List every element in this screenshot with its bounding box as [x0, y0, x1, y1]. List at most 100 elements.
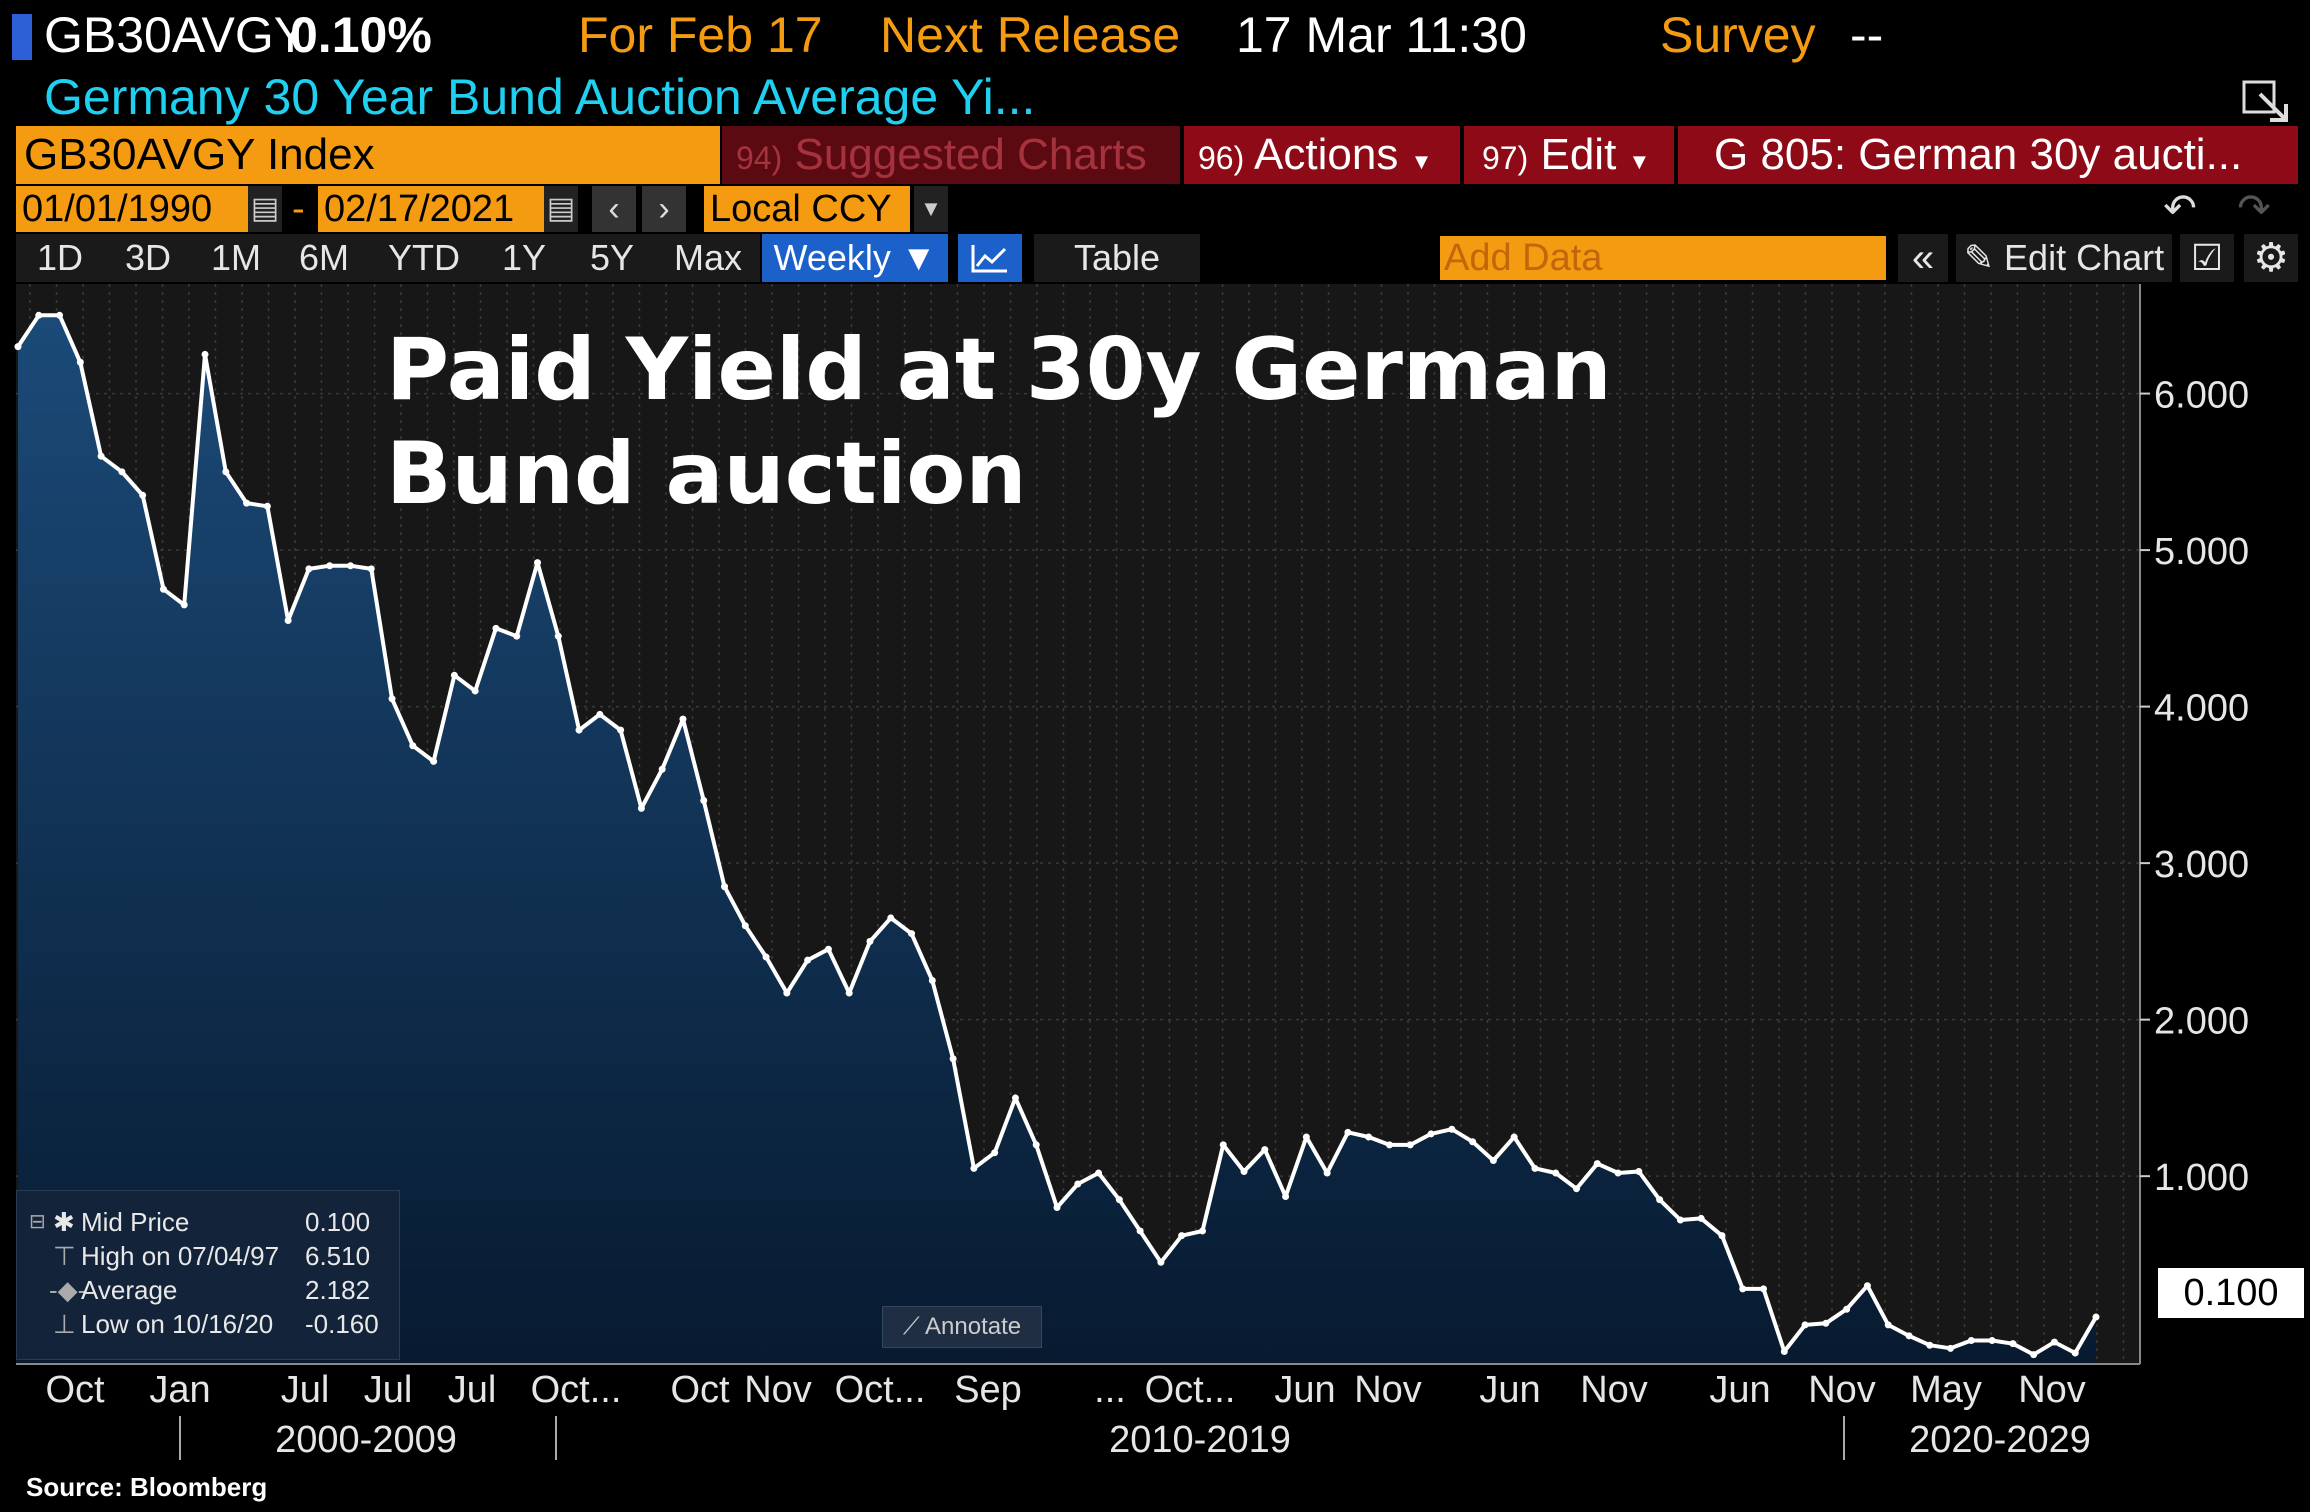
data-point [263, 502, 271, 510]
legend-mid-value: 0.100 [305, 1207, 371, 1237]
period-max[interactable]: Max [656, 234, 760, 282]
edit-chart-button[interactable]: ✎ Edit Chart [1956, 234, 2172, 282]
data-point [97, 452, 105, 460]
x-tick-label: Jul [281, 1369, 330, 1411]
chevron-left-icon[interactable]: ‹ [592, 186, 636, 232]
end-date-input[interactable]: 02/17/2021 [318, 186, 548, 232]
data-point [1344, 1128, 1352, 1136]
x-tick-label: Jul [448, 1369, 497, 1411]
survey-label: Survey [1660, 7, 1816, 63]
undo-icon[interactable]: ↶ [2163, 187, 2197, 231]
date-separator: - [292, 188, 305, 230]
gear-icon[interactable]: ⚙ [2244, 234, 2298, 282]
redo-icon[interactable]: ↷ [2237, 187, 2271, 231]
edit-num: 97) [1482, 140, 1529, 176]
data-point [1074, 1180, 1082, 1188]
data-point [1780, 1347, 1788, 1355]
legend-high-label: High on 07/04/97 [81, 1241, 280, 1271]
x-axis: Oct Jan Jul Jul Jul Oct... Oct Nov Oct... Sep... O… [16, 1363, 2140, 1411]
data-point [637, 804, 645, 812]
data-point [2050, 1338, 2058, 1346]
x-tick-label: Oct... [1145, 1369, 1236, 1411]
period-3d[interactable]: 3D [104, 234, 192, 282]
legend-average-label: Average [81, 1275, 178, 1305]
y-tick-label: 2.000 [2154, 1001, 2249, 1043]
data-point [367, 565, 375, 573]
edit-checkbox-icon[interactable]: ☑ [2180, 234, 2234, 282]
actions-button[interactable]: 96) Actions ▼ [1184, 126, 1460, 184]
collapse-icon[interactable]: « [1898, 234, 1948, 282]
data-point [824, 945, 832, 953]
chart-toolbar: 1D 3D 1M 6M YTD 1Y 5Y Max Weekly ▼ Table… [0, 234, 2310, 282]
decade-axis: 2000-2009 2010-2019 2020-2029 [179, 1416, 2091, 1461]
suggested-charts-button[interactable]: 94) Suggested Charts [722, 126, 1180, 184]
data-point [908, 930, 916, 938]
x-tick-label: Jul [364, 1369, 413, 1411]
legend-mid-icon: ✱ [53, 1207, 75, 1237]
data-point [1905, 1332, 1913, 1340]
data-point [1614, 1169, 1622, 1177]
x-tick-label: Sep [954, 1369, 1022, 1411]
period-1d[interactable]: 1D [16, 234, 104, 282]
date-range-bar: 01/01/1990 ▤ - 02/17/2021 ▤ ‹ › Local CC… [0, 186, 2310, 232]
period-1y[interactable]: 1Y [480, 234, 568, 282]
data-point [700, 797, 708, 805]
data-point [1884, 1321, 1892, 1329]
calendar-icon[interactable]: ▤ [248, 186, 282, 232]
data-point [1760, 1285, 1768, 1293]
popout-icon[interactable] [2240, 74, 2292, 126]
data-point [1926, 1341, 1934, 1349]
suggested-label: Suggested Charts [794, 130, 1147, 179]
data-point [1718, 1232, 1726, 1240]
period-6m[interactable]: 6M [280, 234, 368, 282]
data-point [1136, 1227, 1144, 1235]
data-point [970, 1164, 978, 1172]
annotate-button[interactable]: ⟋ Annotate [882, 1306, 1042, 1348]
data-point [139, 491, 147, 499]
data-point [471, 687, 479, 695]
x-tick-label: Jan [149, 1369, 210, 1411]
chart-name[interactable]: G 805: German 30y aucti... [1678, 126, 2298, 184]
security-input[interactable]: GB30AVGY Index [16, 126, 720, 184]
line-chart-icon[interactable] [958, 234, 1022, 282]
start-date-input[interactable]: 01/01/1990 [16, 186, 252, 232]
x-tick-label: Oct... [835, 1369, 926, 1411]
frequency-label: Weekly [773, 237, 891, 278]
x-tick-label: Nov [1354, 1369, 1422, 1411]
add-data-input[interactable]: Add Data [1440, 236, 1886, 280]
frequency-select[interactable]: Weekly ▼ [762, 234, 948, 282]
edit-label: Edit [1540, 130, 1617, 179]
chevron-right-icon[interactable]: › [642, 186, 686, 232]
period-5y[interactable]: 5Y [568, 234, 656, 282]
data-point [346, 562, 354, 570]
x-tick-label: ... [1094, 1369, 1126, 1411]
period-1m[interactable]: 1M [192, 234, 280, 282]
data-point [762, 953, 770, 961]
data-point [721, 883, 729, 891]
data-point [326, 562, 334, 570]
edit-chart-label: Edit Chart [2004, 237, 2165, 278]
data-point [2009, 1340, 2017, 1348]
last-value-label: 0.100 [2158, 1268, 2304, 1318]
currency-select[interactable]: Local CCY [704, 186, 910, 232]
data-point [1635, 1167, 1643, 1175]
legend-collapse-icon[interactable]: ⊟ [29, 1211, 46, 1233]
suggested-num: 94) [736, 140, 783, 176]
data-point [1967, 1337, 1975, 1345]
edit-button[interactable]: 97) Edit ▼ [1464, 126, 1674, 184]
data-point [741, 922, 749, 930]
header-accent-bar [12, 14, 32, 60]
chevron-down-icon[interactable]: ▼ [914, 186, 948, 232]
decade-label: 2010-2019 [1109, 1419, 1291, 1461]
next-release-value: 17 Mar 11:30 [1236, 7, 1527, 63]
legend-box: ⊟ ✱ Mid Price 0.100 ⊤ High on 07/04/97 6… [16, 1190, 400, 1360]
data-point [866, 937, 874, 945]
data-point [949, 1055, 957, 1063]
data-point [1157, 1258, 1165, 1266]
data-point [991, 1149, 999, 1157]
data-point [2030, 1351, 2038, 1359]
period-ytd[interactable]: YTD [368, 234, 480, 282]
data-point [575, 726, 583, 734]
table-button[interactable]: Table [1034, 234, 1200, 282]
calendar-icon[interactable]: ▤ [544, 186, 578, 232]
